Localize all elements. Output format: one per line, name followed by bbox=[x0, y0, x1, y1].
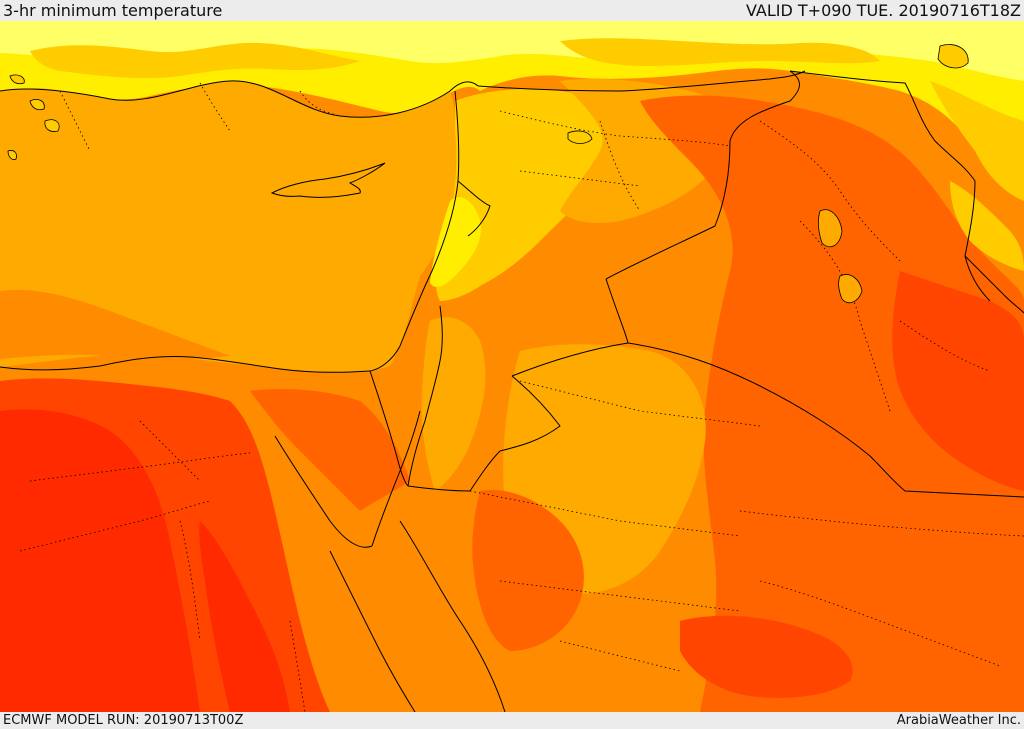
field-iraq-darkorange bbox=[640, 95, 1024, 712]
header-bar: 3-hr minimum temperature VALID T+090 TUE… bbox=[0, 0, 1024, 21]
coastline-gulf-suez bbox=[274, 435, 373, 548]
field-east-yellow bbox=[950, 181, 1024, 271]
border-syria-iraq bbox=[605, 70, 800, 280]
lake-habbaniyah bbox=[838, 274, 863, 304]
cyprus-outline bbox=[270, 162, 386, 198]
coastline-egypt bbox=[0, 355, 371, 373]
coastline-levant bbox=[369, 90, 460, 372]
field-sinai-darkorange bbox=[250, 389, 410, 511]
field-saudi-darkorange bbox=[472, 490, 584, 651]
field-redsea-orange bbox=[330, 521, 470, 712]
temperature-map bbox=[0, 21, 1024, 712]
borders-group bbox=[0, 70, 1024, 712]
footer-bar: ECMWF MODEL RUN: 20190713T00Z ArabiaWeat… bbox=[0, 712, 1024, 729]
internal-boundaries-group bbox=[19, 82, 1024, 712]
field-ne-yellow-patch bbox=[930, 81, 1024, 201]
lake-assad bbox=[567, 130, 593, 144]
aegean-islands bbox=[7, 74, 60, 160]
field-levant-yellow-strip bbox=[430, 197, 481, 287]
field-egypt-red-2 bbox=[199, 521, 290, 712]
border-egypt-israel bbox=[369, 370, 409, 487]
border-iraq-saudi bbox=[627, 342, 1024, 498]
field-south-redorange bbox=[680, 615, 853, 698]
border-jordan-iraq bbox=[511, 278, 629, 377]
border-israel-jordan bbox=[407, 305, 443, 487]
field-north-yelloworange-2 bbox=[560, 38, 880, 66]
map-title: 3-hr minimum temperature bbox=[3, 1, 223, 20]
valid-time-label: VALID T+090 TUE. 20190716T18Z bbox=[745, 1, 1021, 20]
field-sea-lightorange bbox=[0, 80, 457, 373]
field-iraq-redorange bbox=[892, 271, 1024, 491]
field-north-yelloworange bbox=[30, 42, 360, 79]
credit-label: ArabiaWeather Inc. bbox=[896, 713, 1021, 728]
temperature-map-canvas bbox=[0, 21, 1024, 712]
field-levant-yellow bbox=[435, 89, 642, 301]
field-sea-orange-patch bbox=[0, 289, 230, 360]
coastline-redsea-west bbox=[329, 550, 416, 712]
model-run-label: ECMWF MODEL RUN: 20190713T00Z bbox=[3, 713, 244, 728]
border-lebanon bbox=[457, 180, 491, 237]
field-north-lightyellow bbox=[0, 21, 1024, 81]
field-jordan-lightorange bbox=[421, 317, 486, 491]
coastline-gulf-aqaba bbox=[371, 410, 421, 547]
lake-tharthar bbox=[817, 209, 843, 248]
border-syria-turkey bbox=[477, 70, 806, 92]
lake-van bbox=[937, 44, 969, 69]
border-kuwait bbox=[964, 255, 1024, 314]
coastline-redsea-east bbox=[399, 520, 506, 712]
coastline-turkey bbox=[0, 80, 479, 118]
field-egypt-red bbox=[0, 409, 200, 712]
border-jordan-saudi bbox=[407, 375, 561, 492]
